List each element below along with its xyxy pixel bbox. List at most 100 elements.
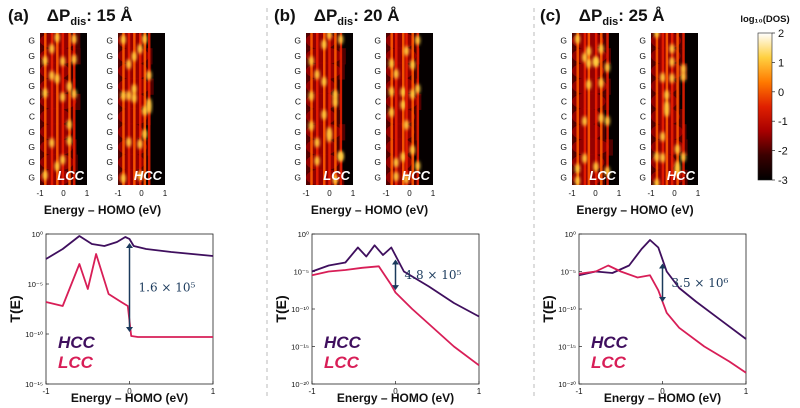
heatmap-xticks: -1 0 1 bbox=[382, 189, 435, 198]
heatmap-xtick: -1 bbox=[647, 189, 655, 198]
row-label: G bbox=[639, 36, 646, 46]
dos-hotspot bbox=[403, 119, 409, 130]
row-label: C bbox=[375, 96, 381, 106]
heatmap-xtick: 0 bbox=[407, 189, 412, 198]
dos-streak bbox=[405, 33, 408, 185]
x-ticks: -1 0 1 bbox=[42, 381, 216, 396]
row-label: G bbox=[28, 51, 35, 61]
title-subscript: dis bbox=[602, 16, 618, 28]
dos-streak bbox=[576, 33, 579, 185]
panel-label: (c) bbox=[540, 6, 561, 25]
dos-hotspot bbox=[66, 135, 72, 146]
x-tick-label: -1 bbox=[308, 387, 316, 396]
row-label: G bbox=[374, 172, 381, 182]
row-label: G bbox=[106, 127, 113, 137]
x-tick-label: 0 bbox=[393, 387, 398, 396]
arrow-head-down bbox=[659, 297, 666, 302]
row-label: G bbox=[106, 66, 113, 76]
row-label: G bbox=[294, 172, 301, 182]
row-label: C bbox=[295, 112, 301, 122]
y-ticks: 10⁰ 10⁻⁵ 10⁻¹⁰ 10⁻¹⁵ 10⁻²⁰ bbox=[291, 230, 315, 389]
dos-hotspot bbox=[654, 178, 660, 185]
series-line-hcc bbox=[45, 235, 214, 260]
dos-hotspot bbox=[680, 71, 686, 82]
dos-hotspot bbox=[388, 58, 394, 69]
dos-hotspot bbox=[582, 116, 588, 127]
row-label: G bbox=[28, 142, 35, 152]
dos-hotspot bbox=[582, 153, 588, 164]
row-label: G bbox=[28, 66, 35, 76]
dos-hotspot bbox=[142, 34, 148, 45]
dos-hotspot bbox=[137, 170, 143, 181]
x-tick-label: 1 bbox=[211, 387, 216, 396]
dos-hotspot bbox=[604, 62, 610, 73]
heatmap-xtick: 1 bbox=[163, 189, 168, 198]
heatmap-xtick: 0 bbox=[672, 189, 677, 198]
row-label: C bbox=[375, 112, 381, 122]
dos-streak bbox=[61, 33, 65, 185]
dos-hotspot bbox=[393, 68, 399, 79]
dos-hotspot bbox=[388, 107, 394, 118]
transmission-ylabel: T(E) bbox=[273, 295, 289, 322]
dos-hotspot bbox=[654, 33, 660, 39]
dos-hotspot bbox=[326, 132, 332, 143]
heatmap-xlabel: Energy – HOMO (eV) bbox=[44, 203, 161, 217]
row-label: G bbox=[374, 66, 381, 76]
row-label: G bbox=[294, 142, 301, 152]
legend-entry-hcc: HCC bbox=[324, 333, 362, 352]
dos-hotspot bbox=[54, 33, 60, 43]
row-label: G bbox=[639, 51, 646, 61]
dos-hotspot bbox=[593, 161, 599, 172]
dos-streak bbox=[339, 33, 343, 185]
colorbar-title: log₁₀(DOS) bbox=[740, 14, 789, 25]
heatmap-content bbox=[118, 33, 154, 185]
dos-hotspot bbox=[674, 165, 680, 176]
heatmap-label: LCC bbox=[57, 168, 84, 183]
dos-hotspot bbox=[415, 160, 421, 171]
dos-hotspot bbox=[42, 88, 48, 99]
dos-hotspot bbox=[598, 43, 604, 54]
title-prefix: ΔP bbox=[47, 6, 71, 25]
dos-hotspot bbox=[131, 51, 137, 62]
dos-hotspot bbox=[42, 170, 48, 181]
row-label: C bbox=[29, 112, 35, 122]
dos-streak bbox=[334, 33, 337, 185]
dos-hotspot bbox=[664, 90, 670, 101]
row-label: G bbox=[374, 81, 381, 91]
dos-hotspot bbox=[669, 73, 675, 84]
colorbar-tick-label: 0 bbox=[778, 87, 784, 99]
colorbar: log₁₀(DOS) 2 1 0 -1 -2 -3 bbox=[740, 14, 789, 187]
dos-streak bbox=[416, 33, 420, 185]
dos-hotspot bbox=[338, 34, 344, 45]
row-label: G bbox=[28, 127, 35, 137]
dos-streak bbox=[600, 33, 603, 185]
dos-hotspot bbox=[338, 151, 344, 162]
transmission-plot: 10⁰ 10⁻⁵ 10⁻¹⁰ 10⁻¹⁵ 10⁻²⁰-1 0 1 3.5 × 10⁶ HCCLC… bbox=[540, 230, 749, 405]
row-label: G bbox=[106, 81, 113, 91]
row-label: G bbox=[639, 81, 646, 91]
y-tick-label: 10⁻⁵ bbox=[294, 268, 309, 277]
x-ticks: -1 0 1 bbox=[575, 381, 749, 396]
dos-streak bbox=[122, 33, 125, 185]
dos-hotspot bbox=[308, 55, 314, 66]
dos-streak bbox=[594, 33, 598, 185]
x-ticks: -1 0 1 bbox=[308, 381, 482, 396]
dos-hotspot bbox=[321, 76, 327, 87]
arrow-head-up bbox=[659, 263, 666, 269]
dos-hotspot bbox=[674, 144, 680, 155]
row-label: G bbox=[106, 36, 113, 46]
row-label: G bbox=[28, 81, 35, 91]
dos-hotspot bbox=[131, 92, 137, 103]
dos-hotspot bbox=[137, 139, 143, 150]
dos-hotspot bbox=[308, 120, 314, 131]
y-tick-label: 10⁻¹⁵ bbox=[558, 343, 576, 352]
title-subscript: dis bbox=[70, 16, 86, 28]
heatmap-lcc: LCC -1 0 1 bbox=[302, 33, 356, 198]
dos-hotspot bbox=[126, 90, 132, 101]
dos-hotspot bbox=[49, 43, 55, 54]
dos-hotspot bbox=[409, 59, 415, 70]
dos-hotspot bbox=[388, 86, 394, 97]
dos-hotspot bbox=[660, 131, 666, 142]
title-value: : 15 Å bbox=[86, 6, 132, 25]
dos-hotspot bbox=[321, 39, 327, 50]
